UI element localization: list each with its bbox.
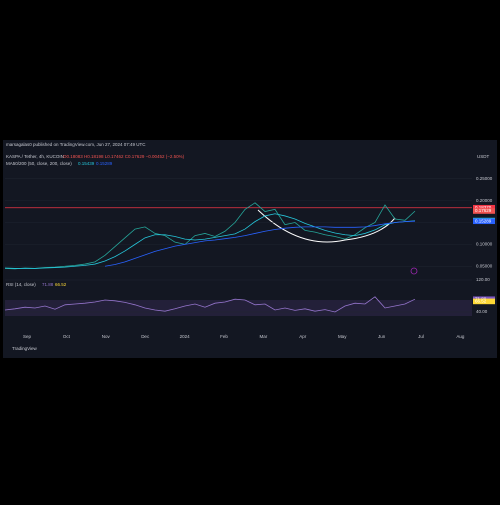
price-tag-label: 66.52: [475, 299, 487, 304]
series-line: [4, 202, 416, 270]
price-tag-label: 0.18370: [475, 205, 492, 210]
price-tag-label: 0.15289: [475, 218, 492, 223]
ma-legend: MA50/200 (50, close, 200, close): [6, 161, 72, 166]
x-tick-label: Feb: [220, 334, 228, 339]
x-tick-label: Aug: [456, 334, 465, 339]
rsi-value: 66.52: [55, 282, 67, 287]
y-tick-label: 0.25000: [476, 176, 493, 181]
price-tag: [473, 298, 495, 305]
footer: TradingView: [12, 346, 38, 351]
series-line: [4, 213, 416, 269]
ma-value: 0.15439: [78, 161, 95, 166]
publisher: marsagalas0 published on TradingView.com…: [6, 142, 146, 147]
x-tick-label: Apr: [299, 334, 307, 339]
x-tick-label: Jun: [378, 334, 386, 339]
icon: [410, 267, 418, 275]
symbol: KASPA / Tether, 4h, KUCOIN: [6, 154, 64, 159]
ohlc: O0.18083 H0.18198 L0.17462 C0.17629 −0.0…: [63, 154, 185, 159]
price-tag: [473, 218, 495, 225]
x-tick-label: Sep: [23, 334, 32, 339]
price-tag-label: 0.17629: [475, 208, 492, 213]
y-tick-label: 40.00: [476, 309, 488, 314]
rsi-band: [5, 300, 472, 316]
y-tick-label: 0.10000: [476, 242, 493, 247]
price-tag: [473, 204, 495, 211]
y-tick-label: 120.00: [476, 277, 490, 282]
rsi-title: RSI (14, close): [6, 282, 36, 287]
x-tick-label: 2024: [180, 334, 191, 339]
ma-value: 0.15289: [96, 161, 113, 166]
y-tick-label: 0.20000: [476, 198, 493, 203]
currency: USDT: [477, 154, 490, 159]
chart-panel: [3, 140, 497, 358]
x-tick-label: Oct: [63, 334, 71, 339]
x-tick-label: Jul: [418, 334, 424, 339]
series-line: [4, 296, 416, 313]
x-tick-label: Nov: [102, 334, 111, 339]
price-tag: [473, 208, 495, 214]
x-tick-label: Dec: [141, 334, 150, 339]
x-tick-label: May: [338, 334, 347, 339]
rsi-value: 71.88: [42, 282, 54, 287]
y-tick-label: 0.05000: [476, 263, 493, 268]
x-tick-label: Mar: [260, 334, 268, 339]
cup-pattern: [257, 209, 396, 243]
series-line: [104, 220, 416, 267]
